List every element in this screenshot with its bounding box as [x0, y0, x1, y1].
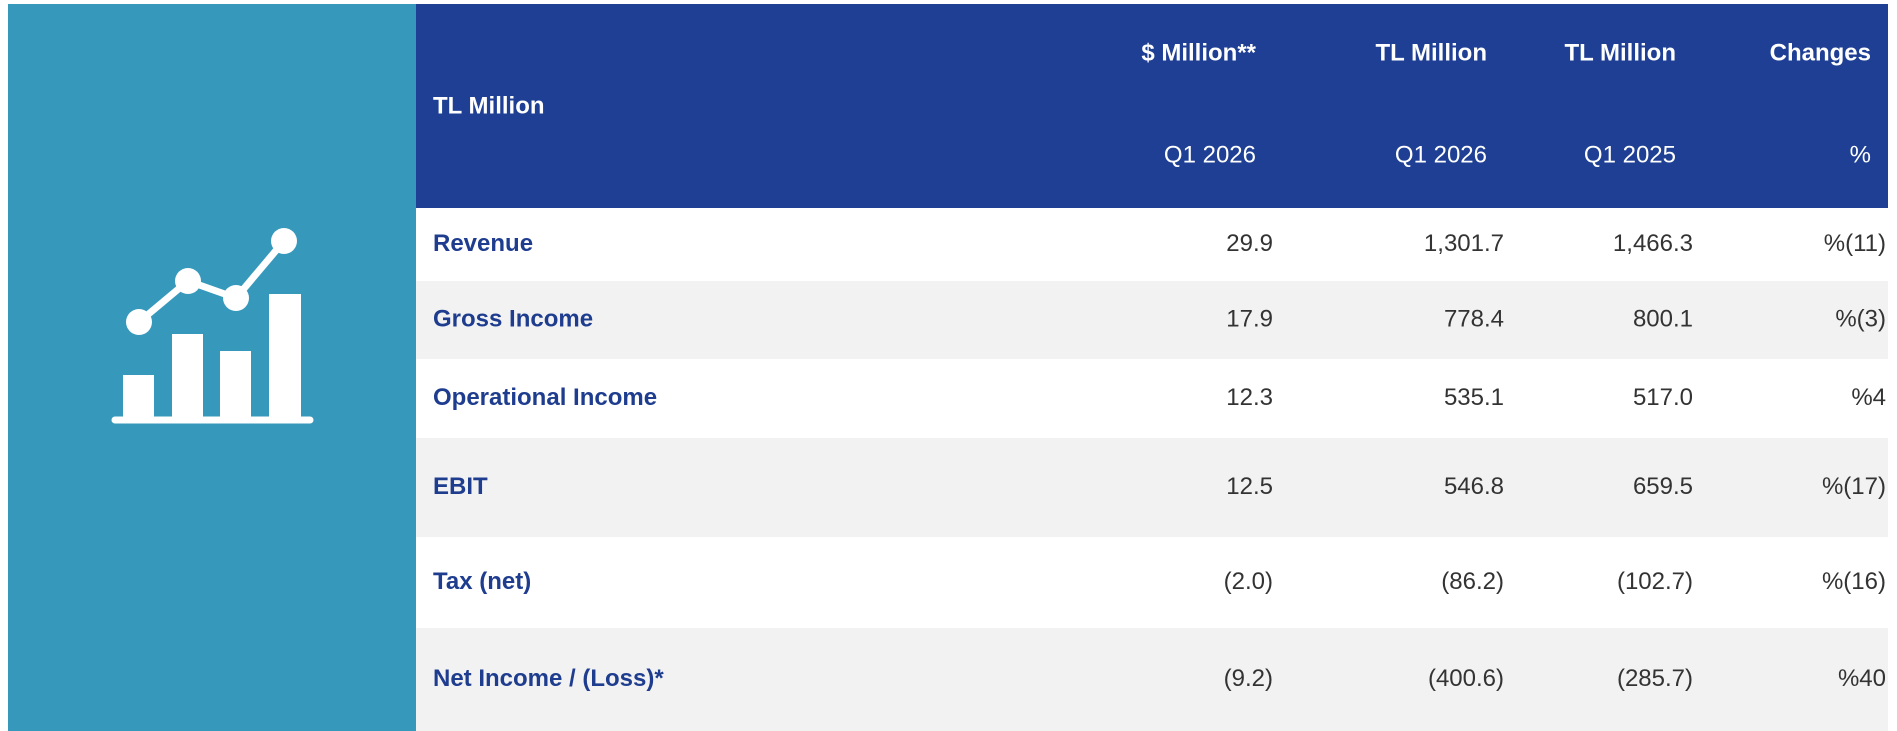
cell-value: 800.1: [1633, 305, 1693, 332]
row-bg: [416, 281, 1888, 359]
cell-value: 517.0: [1633, 384, 1693, 411]
corner-header: TL Million: [433, 92, 545, 119]
row-label: EBIT: [433, 473, 488, 500]
column-period: Q1 2026: [1395, 141, 1487, 168]
row-bg: [416, 208, 1888, 281]
cell-value: (2.0): [1224, 568, 1273, 595]
cell-value: %4: [1851, 384, 1886, 411]
row-label: Revenue: [433, 230, 533, 257]
cell-value: 12.5: [1226, 473, 1273, 500]
cell-value: %40: [1838, 665, 1886, 692]
cell-value: %(11): [1824, 230, 1886, 257]
cell-value: (285.7): [1617, 665, 1693, 692]
column-unit: TL Million: [1564, 39, 1676, 66]
cell-value: (9.2): [1224, 665, 1273, 692]
row-label: Operational Income: [433, 384, 657, 411]
chart-icon: [111, 228, 314, 424]
cell-value: (400.6): [1428, 665, 1504, 692]
cell-value: 12.3: [1226, 384, 1273, 411]
row-bg: [416, 438, 1888, 537]
cell-value: %(17): [1822, 473, 1886, 500]
cell-value: 535.1: [1444, 384, 1504, 411]
cell-value: 29.9: [1226, 230, 1273, 257]
row-bg: [416, 537, 1888, 628]
cell-value: %(16): [1822, 568, 1886, 595]
cell-value: 1,466.3: [1613, 230, 1693, 257]
cell-value: 546.8: [1444, 473, 1504, 500]
cell-value: 1,301.7: [1424, 230, 1504, 257]
header-bg: [416, 4, 1888, 208]
cell-value: 778.4: [1444, 305, 1504, 332]
column-unit: TL Million: [1375, 39, 1487, 66]
side-panel: [8, 4, 416, 731]
cell-value: (102.7): [1617, 568, 1693, 595]
cell-value: 659.5: [1633, 473, 1693, 500]
row-bg: [416, 359, 1888, 438]
cell-value: %(3): [1835, 305, 1886, 332]
cell-value: 17.9: [1226, 305, 1273, 332]
column-period: Q1 2026: [1164, 141, 1256, 168]
cell-value: (86.2): [1441, 568, 1504, 595]
row-label: Tax (net): [433, 568, 531, 595]
column-unit: Changes: [1770, 39, 1871, 66]
row-label: Gross Income: [433, 305, 593, 332]
column-period: %: [1850, 141, 1871, 168]
column-period: Q1 2025: [1584, 141, 1676, 168]
row-label: Net Income / (Loss)*: [433, 665, 664, 692]
column-unit: $ Million**: [1141, 39, 1256, 66]
row-bg: [416, 628, 1888, 731]
